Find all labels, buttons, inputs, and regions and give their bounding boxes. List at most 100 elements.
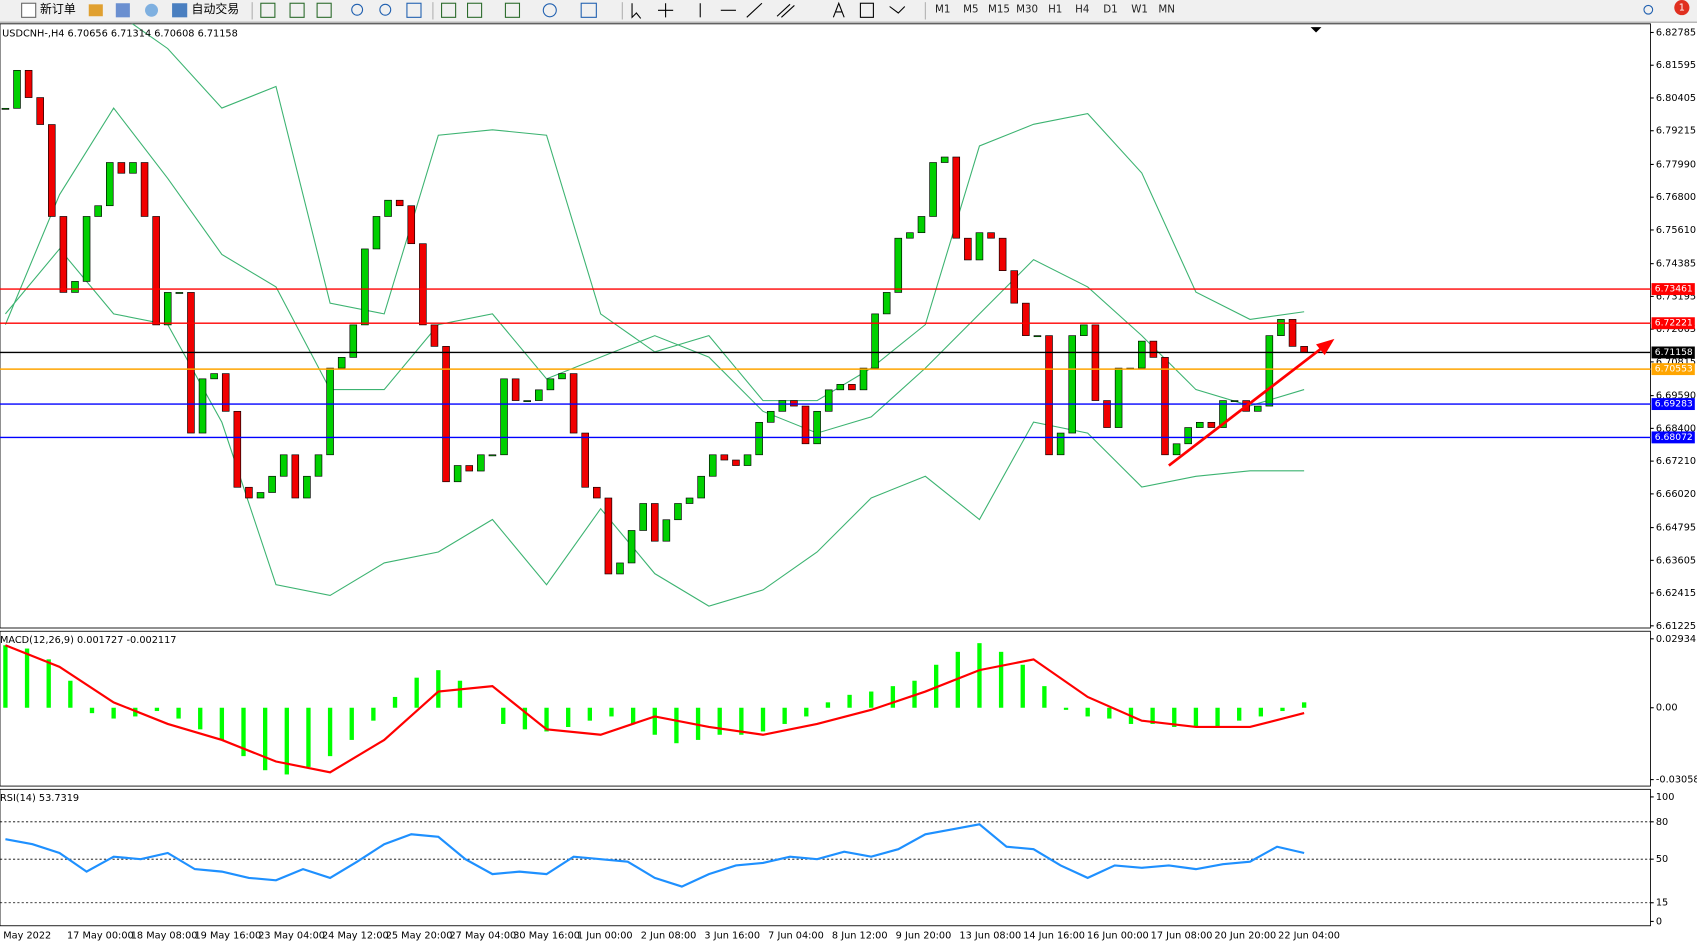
zoom-in[interactable] [351,3,364,16]
tile[interactable] [406,2,422,18]
macd-bar [544,707,549,732]
icon[interactable] [260,2,276,18]
x-tick-label: 19 May 16:00 [194,931,261,942]
y-tick-label: 6.70815 [1656,357,1696,368]
candle [395,199,404,207]
macd-pane [0,630,1651,787]
icon[interactable] [145,3,159,17]
candle [1045,335,1053,456]
icon[interactable] [504,2,521,18]
macd-bar [1237,707,1242,721]
candle [674,503,682,521]
x-tick-label: 13 Jun 08:00 [959,931,1021,942]
timeframes: M1 M5 M15 M30 H1 H4 D1 W1 MN [935,4,1175,16]
candle [1219,400,1227,428]
icon[interactable] [289,2,305,18]
crosshair[interactable] [658,3,674,18]
timeframe-button[interactable]: H4 [1075,4,1089,16]
candle [697,475,705,499]
y-tick-label: 0.00 [1656,703,1678,714]
candle [152,216,160,326]
x-tick-label: 8 Jun 12:00 [832,931,888,942]
candle [279,454,288,477]
y-tick-label: 6.82785 [1656,27,1696,38]
cursor[interactable] [631,3,642,19]
y-tick-label: 6.66020 [1656,489,1696,500]
candle [71,281,79,293]
candle [569,373,578,434]
macd-bar [414,677,419,708]
x-tick-label: 18 May 08:00 [131,931,198,942]
timeframe-button[interactable]: M30 [1016,4,1038,16]
price-level-label: 6.71158 [1655,347,1693,358]
candle [894,237,903,293]
timeframe-button[interactable]: M15 [988,4,1010,16]
candle [465,465,474,472]
candle [407,205,416,245]
y-tick-label: 6.67210 [1656,456,1696,467]
macd-bar [46,659,51,708]
macd-bar [392,696,398,708]
zoom-out[interactable] [379,3,392,16]
icon[interactable] [88,4,103,17]
candle [720,454,729,461]
icon[interactable] [466,2,483,18]
macd-bar [760,707,766,732]
y-tick-label: 6.73195 [1656,291,1696,302]
macd-bar [609,707,614,717]
candle [511,378,520,401]
periods[interactable] [542,3,557,18]
new-order-button[interactable]: 新订单 [40,2,76,16]
candle [94,205,102,217]
candle [442,346,450,483]
macd-bar [587,707,593,721]
y-tick-label: -0.030587 [1656,775,1697,786]
arrow-line [1168,346,1324,467]
candle [82,216,91,282]
y-tick-label: 100 [1656,792,1675,803]
price-level-box [1651,431,1695,444]
icon[interactable] [115,3,130,18]
candle [187,292,195,434]
candle [535,389,543,401]
candle [546,378,555,391]
auto-trading-button[interactable]: 自动交易 [192,2,240,16]
timeframe-button[interactable]: M5 [963,4,978,16]
timeframe-button[interactable]: W1 [1131,4,1148,16]
arrow-tool[interactable] [889,6,906,14]
icon[interactable] [316,2,332,18]
macd-title: MACD(12,26,9) 0.001727 -0.002117 [0,635,176,646]
channel-tool[interactable] [776,3,795,18]
candle [1184,427,1192,445]
macd-bar [306,707,311,767]
separators [251,2,926,20]
candle [24,69,33,98]
candle [384,199,392,217]
timeframe-button[interactable]: M1 [935,4,950,16]
timeframe-button[interactable]: H1 [1048,4,1062,16]
candle [198,378,207,434]
macd-bar [24,648,30,708]
candle [1207,421,1216,428]
macd-bar [977,643,982,708]
x-tick-label: 3 Jun 16:00 [704,931,760,942]
trendline-tool[interactable] [746,2,763,18]
candle [256,492,265,499]
templates[interactable] [580,2,597,18]
timeframe-button[interactable]: MN [1158,4,1175,16]
macd-bar [111,707,116,719]
x-tick-label: 9 Jun 20:00 [896,931,952,942]
search-icon[interactable] [1643,4,1654,15]
icon[interactable] [441,2,457,18]
x-tick-label: 14 Jun 16:00 [1023,931,1085,942]
auto-trading-icon[interactable] [172,3,188,18]
text-tool[interactable] [832,1,845,18]
macd-bar [717,707,722,735]
label-tool[interactable] [859,2,874,18]
timeframe-button[interactable]: D1 [1103,4,1117,16]
alert-badge[interactable] [1674,0,1690,16]
new-order-icon[interactable] [21,2,37,18]
